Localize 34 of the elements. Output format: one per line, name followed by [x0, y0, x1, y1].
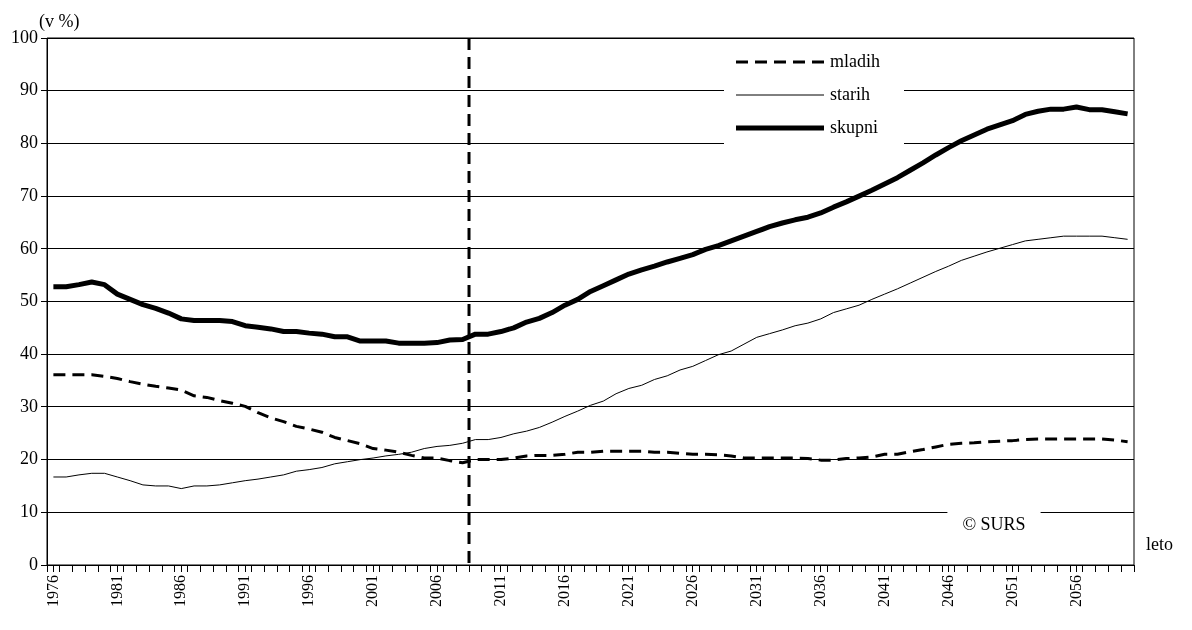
- x-tick-label: 2011: [491, 575, 509, 607]
- x-tick-label: 1991: [235, 575, 253, 607]
- x-tick-label: 2026: [683, 575, 701, 607]
- x-tick-label: 2046: [938, 575, 956, 607]
- x-tick-label: 2036: [810, 575, 828, 607]
- x-tick-label: 2041: [874, 575, 892, 607]
- x-axis-title: leto: [1146, 533, 1173, 554]
- x-tick-label: 1996: [299, 575, 317, 607]
- x-tick-label: 1976: [43, 575, 61, 607]
- legend-label: mladih: [830, 50, 880, 71]
- y-tick-label: 70: [20, 184, 38, 205]
- y-tick-label: 0: [29, 553, 38, 574]
- x-tick-label: 2001: [363, 575, 381, 607]
- legend-label: skupni: [830, 116, 879, 137]
- x-tick-label: 2051: [1002, 575, 1020, 607]
- x-tick-label: 1986: [171, 575, 189, 607]
- legend-label: starih: [830, 83, 870, 104]
- y-axis-title: (v %): [39, 10, 80, 32]
- x-tick-label: 2016: [555, 575, 573, 607]
- x-tick-label: 1981: [107, 575, 125, 607]
- x-tick-label: 2056: [1066, 575, 1084, 607]
- y-tick-label: 30: [20, 395, 38, 416]
- y-tick-label: 80: [20, 132, 38, 153]
- annotation: © SURS: [962, 514, 1026, 535]
- x-tick-label: 2021: [619, 575, 637, 607]
- y-tick-label: 10: [20, 501, 38, 522]
- y-tick-label: 90: [20, 79, 38, 100]
- y-tick-label: 50: [20, 290, 38, 311]
- x-tick-label: 2006: [427, 575, 445, 607]
- y-tick-label: 60: [20, 237, 38, 258]
- y-tick-label: 20: [20, 448, 38, 469]
- y-tick-label: 100: [11, 26, 38, 47]
- y-tick-label: 40: [20, 342, 38, 363]
- x-tick-label: 2031: [746, 575, 764, 607]
